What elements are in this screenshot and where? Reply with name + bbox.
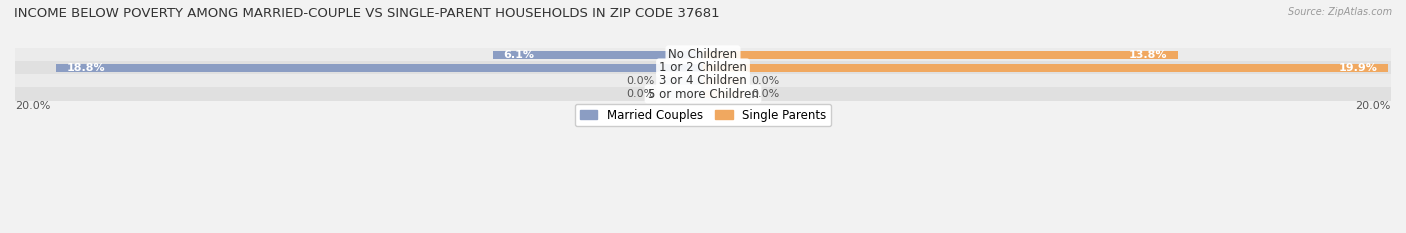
Bar — [703, 51, 1178, 59]
Text: 18.8%: 18.8% — [66, 63, 105, 73]
Text: 6.1%: 6.1% — [503, 50, 534, 60]
Text: 20.0%: 20.0% — [15, 101, 51, 111]
Text: 19.9%: 19.9% — [1339, 63, 1378, 73]
Bar — [15, 74, 1391, 87]
Bar — [15, 48, 1391, 61]
Text: 13.8%: 13.8% — [1129, 50, 1167, 60]
Bar — [662, 90, 703, 98]
Bar — [15, 87, 1391, 101]
Text: 0.0%: 0.0% — [751, 89, 779, 99]
Text: 0.0%: 0.0% — [751, 76, 779, 86]
Text: INCOME BELOW POVERTY AMONG MARRIED-COUPLE VS SINGLE-PARENT HOUSEHOLDS IN ZIP COD: INCOME BELOW POVERTY AMONG MARRIED-COUPL… — [14, 7, 720, 20]
Text: 3 or 4 Children: 3 or 4 Children — [659, 75, 747, 87]
Bar — [15, 61, 1391, 74]
Bar — [56, 64, 703, 72]
Text: 0.0%: 0.0% — [627, 89, 655, 99]
Text: 0.0%: 0.0% — [627, 76, 655, 86]
Bar — [662, 77, 703, 85]
Bar — [703, 90, 744, 98]
Bar — [494, 51, 703, 59]
Legend: Married Couples, Single Parents: Married Couples, Single Parents — [575, 104, 831, 126]
Text: 1 or 2 Children: 1 or 2 Children — [659, 61, 747, 74]
Text: Source: ZipAtlas.com: Source: ZipAtlas.com — [1288, 7, 1392, 17]
Bar — [703, 64, 1388, 72]
Text: 5 or more Children: 5 or more Children — [648, 88, 758, 100]
Text: 20.0%: 20.0% — [1355, 101, 1391, 111]
Bar — [703, 77, 744, 85]
Text: No Children: No Children — [668, 48, 738, 61]
